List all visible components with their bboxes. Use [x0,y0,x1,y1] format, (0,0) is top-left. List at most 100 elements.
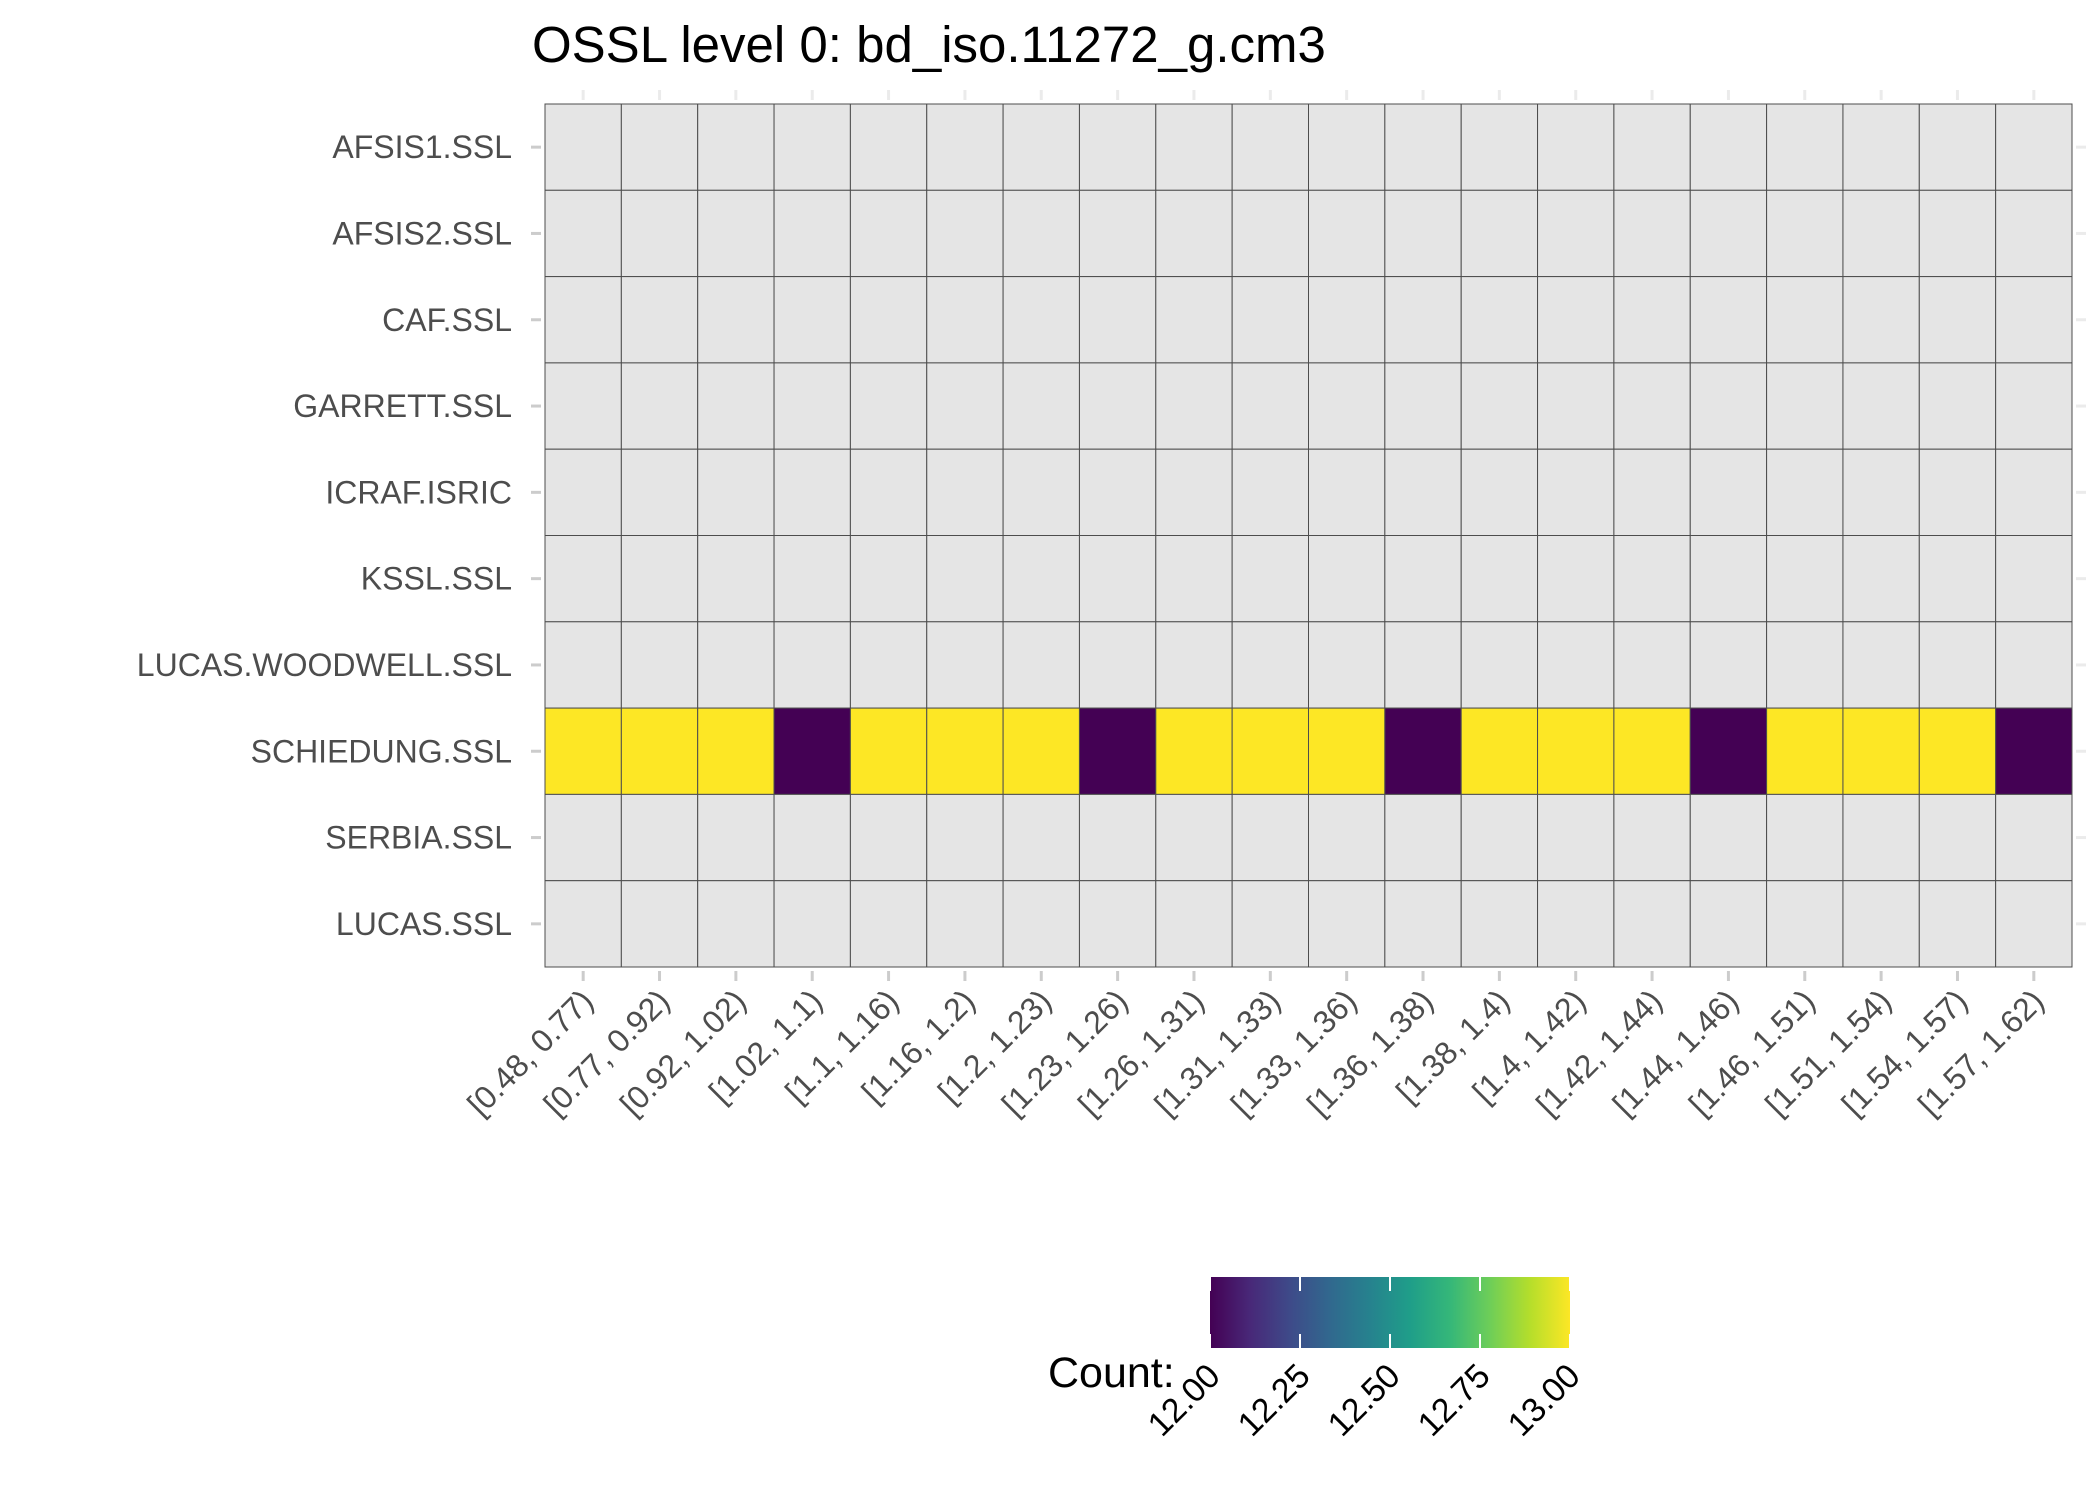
heatmap-cell [1002,707,1080,795]
heatmap-cell [1537,621,1615,709]
heatmap-cell [1918,880,1997,968]
heatmap-cell [620,621,699,709]
heatmap-cell [773,793,851,882]
heatmap-cell [697,276,775,364]
heatmap-cell [1078,362,1157,450]
heatmap-cell [1460,880,1539,968]
heatmap-cell [1537,880,1615,968]
heatmap-cell [773,189,851,278]
heatmap-cell [1384,535,1462,623]
heatmap-cell [620,880,699,968]
heatmap-cell [1613,535,1691,623]
heatmap-cell [1613,362,1691,450]
heatmap-cell [1155,189,1233,278]
heatmap-cell [1078,880,1157,968]
heatmap-cells [544,103,2073,968]
heatmap-cell [1995,707,2073,795]
heatmap-cell [773,880,851,968]
heatmap-cell [1231,448,1310,537]
heatmap-cell [1384,103,1462,191]
heatmap-cell [1766,793,1844,882]
heatmap-cell [1078,276,1157,364]
heatmap-cell [1689,448,1768,537]
heatmap-cell [1384,362,1462,450]
heatmap-cell [1384,189,1462,278]
heatmap-cell [544,880,622,968]
x-axis-labels: [0.48, 0.77)[0.77, 0.92)[0.92, 1.02)[1.0… [460,982,2051,1122]
heatmap-cell [697,793,775,882]
heatmap-cell [849,880,928,968]
heatmap-cell [620,793,699,882]
y-tick-label: AFSIS1.SSL [332,129,512,165]
heatmap-cell [1155,362,1233,450]
heatmap-cell [1995,103,2073,191]
heatmap-cell [1002,362,1080,450]
heatmap-cell [1231,793,1310,882]
heatmap-cell [1231,535,1310,623]
heatmap-cell [1995,448,2073,537]
heatmap-cell [1766,880,1844,968]
heatmap-cell [1460,189,1539,278]
heatmap-cell [1842,880,1920,968]
heatmap-cell [849,621,928,709]
heatmap-cell [1155,707,1233,795]
heatmap-cell [620,276,699,364]
heatmap-cell [1308,189,1386,278]
legend-tick-label: 12.50 [1321,1357,1408,1444]
heatmap-cell [1689,707,1768,795]
heatmap-cell [544,276,622,364]
heatmap-cell [697,621,775,709]
heatmap-cell [1842,621,1920,709]
heatmap-cell [1537,448,1615,537]
heatmap-cell [620,189,699,278]
heatmap-cell [1231,707,1310,795]
heatmap-cell [1689,362,1768,450]
heatmap-cell [1537,707,1615,795]
heatmap-cell [1918,189,1997,278]
heatmap-cell [1689,189,1768,278]
heatmap-cell [1995,189,2073,278]
heatmap-cell [620,535,699,623]
heatmap-cell [1155,880,1233,968]
heatmap-cell [1995,880,2073,968]
heatmap-cell [1155,276,1233,364]
y-tick-label: SCHIEDUNG.SSL [251,733,512,769]
heatmap-cell [926,276,1004,364]
heatmap-cell [926,448,1004,537]
y-tick-label: AFSIS2.SSL [332,215,512,251]
heatmap-cell [1842,707,1920,795]
heatmap-cell [544,535,622,623]
heatmap-cell [773,621,851,709]
heatmap-cell [926,880,1004,968]
heatmap-cell [1766,448,1844,537]
heatmap-cell [544,621,622,709]
y-tick-label: ICRAF.ISRIC [325,474,512,510]
heatmap-cell [1842,189,1920,278]
legend-tick-label: 12.25 [1231,1357,1318,1444]
heatmap-cell [697,707,775,795]
heatmap-cell [1155,103,1233,191]
y-axis-labels: AFSIS1.SSL AFSIS2.SSL CAF.SSL GARRETT.SSL IC… [137,129,512,942]
heatmap-cell [544,448,622,537]
heatmap-cell [926,103,1004,191]
heatmap-cell [1460,276,1539,364]
heatmap-cell [1155,621,1233,709]
y-axis-ticks [531,145,2086,926]
heatmap-cell [849,189,928,278]
heatmap-cell [1078,793,1157,882]
heatmap-cell [544,103,622,191]
heatmap-cell [1918,535,1997,623]
heatmap-cell [544,189,622,278]
heatmap-cell [1002,535,1080,623]
heatmap-cell [849,103,928,191]
heatmap-cell [1155,793,1233,882]
heatmap-cell [1155,535,1233,623]
x-axis-ticks [581,90,2036,981]
heatmap-cell [620,448,699,537]
heatmap-cell [1918,362,1997,450]
heatmap-cell [1842,276,1920,364]
heatmap-cell [1689,793,1768,882]
heatmap-cell [697,880,775,968]
heatmap-cell [1002,276,1080,364]
heatmap-cell [1460,621,1539,709]
